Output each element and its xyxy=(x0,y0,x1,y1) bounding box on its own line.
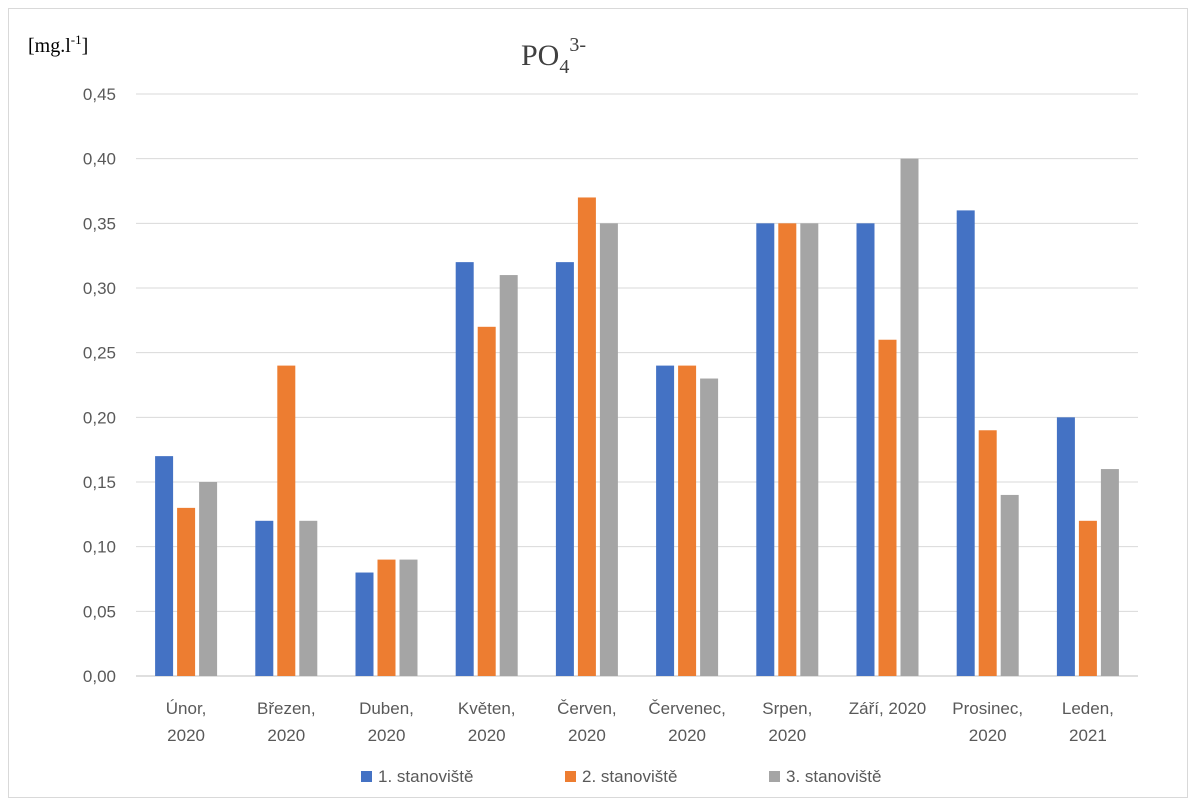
bar xyxy=(477,326,496,676)
bar xyxy=(399,559,418,676)
bar xyxy=(1100,469,1119,676)
bar xyxy=(355,572,374,676)
legend-swatch xyxy=(361,771,372,782)
bar xyxy=(856,223,875,677)
y-tick-label: 0,30 xyxy=(83,279,116,298)
y-tick-label: 0,35 xyxy=(83,214,116,233)
bar xyxy=(956,210,975,676)
bars xyxy=(155,158,1119,677)
bar xyxy=(656,365,675,676)
y-tick-label: 0,40 xyxy=(83,150,116,169)
x-category-label: 2020 xyxy=(167,726,205,745)
x-category-label: 2020 xyxy=(468,726,506,745)
bar xyxy=(299,520,318,676)
x-category-label: 2020 xyxy=(568,726,606,745)
y-axis-unit-label: [mg.l-1] xyxy=(28,32,88,57)
x-category-label: Červenec, xyxy=(648,699,725,718)
legend-swatch xyxy=(769,771,780,782)
bar xyxy=(1078,520,1097,676)
bar xyxy=(700,378,719,676)
bar xyxy=(678,365,697,676)
bar xyxy=(878,339,897,676)
bar xyxy=(555,262,574,676)
y-tick-label: 0,20 xyxy=(83,408,116,427)
legend-swatch xyxy=(565,771,576,782)
bar xyxy=(800,223,819,677)
x-category-label: 2021 xyxy=(1069,726,1107,745)
x-category-label: Červen, xyxy=(557,699,617,718)
y-tick-label: 0,05 xyxy=(83,602,116,621)
x-category-label: 2020 xyxy=(768,726,806,745)
y-tick-label: 0,10 xyxy=(83,538,116,557)
x-category-label: 2020 xyxy=(969,726,1007,745)
x-category-label: Duben, xyxy=(359,699,414,718)
x-category-label: Březen, xyxy=(257,699,316,718)
legend-label: 3. stanoviště xyxy=(786,767,881,786)
y-axis-ticks: 0,00 0,05 0,10 0,15 0,20 0,25 0,30 0,35 0,40 0,45 xyxy=(83,85,116,686)
bar xyxy=(1056,417,1075,676)
x-category-label: 2020 xyxy=(668,726,706,745)
bar xyxy=(778,223,797,677)
y-tick-label: 0,25 xyxy=(83,344,116,363)
x-category-label: Srpen, xyxy=(762,699,812,718)
bar xyxy=(155,456,174,676)
bar xyxy=(177,507,196,676)
x-category-label: Květen, xyxy=(458,699,516,718)
bar xyxy=(377,559,396,676)
bar xyxy=(900,158,919,676)
bar xyxy=(199,482,218,676)
x-category-label: Září, 2020 xyxy=(849,699,927,718)
x-category-label: 2020 xyxy=(368,726,406,745)
bar xyxy=(756,223,775,677)
bar xyxy=(577,197,596,676)
bar xyxy=(455,262,474,676)
bar xyxy=(277,365,296,676)
x-category-label: 2020 xyxy=(267,726,305,745)
bar xyxy=(255,520,274,676)
y-tick-label: 0,45 xyxy=(83,85,116,104)
legend: 1. stanoviště 2. stanoviště 3. stanoviště xyxy=(361,767,881,786)
legend-label: 1. stanoviště xyxy=(378,767,473,786)
bar xyxy=(978,430,997,676)
x-category-label: Prosinec, xyxy=(952,699,1023,718)
legend-label: 2. stanoviště xyxy=(582,767,677,786)
x-category-label: Leden, xyxy=(1062,699,1114,718)
y-tick-label: 0,00 xyxy=(83,667,116,686)
bar xyxy=(599,223,618,677)
bar xyxy=(1000,494,1019,676)
x-category-label: Únor, xyxy=(166,699,207,718)
bar xyxy=(499,275,518,676)
chart-title: PO43- xyxy=(521,34,586,78)
x-axis-categories: Únor, 2020 Březen, 2020 Duben, 2020 Květen, 202… xyxy=(166,699,1114,745)
y-tick-label: 0,15 xyxy=(83,473,116,492)
